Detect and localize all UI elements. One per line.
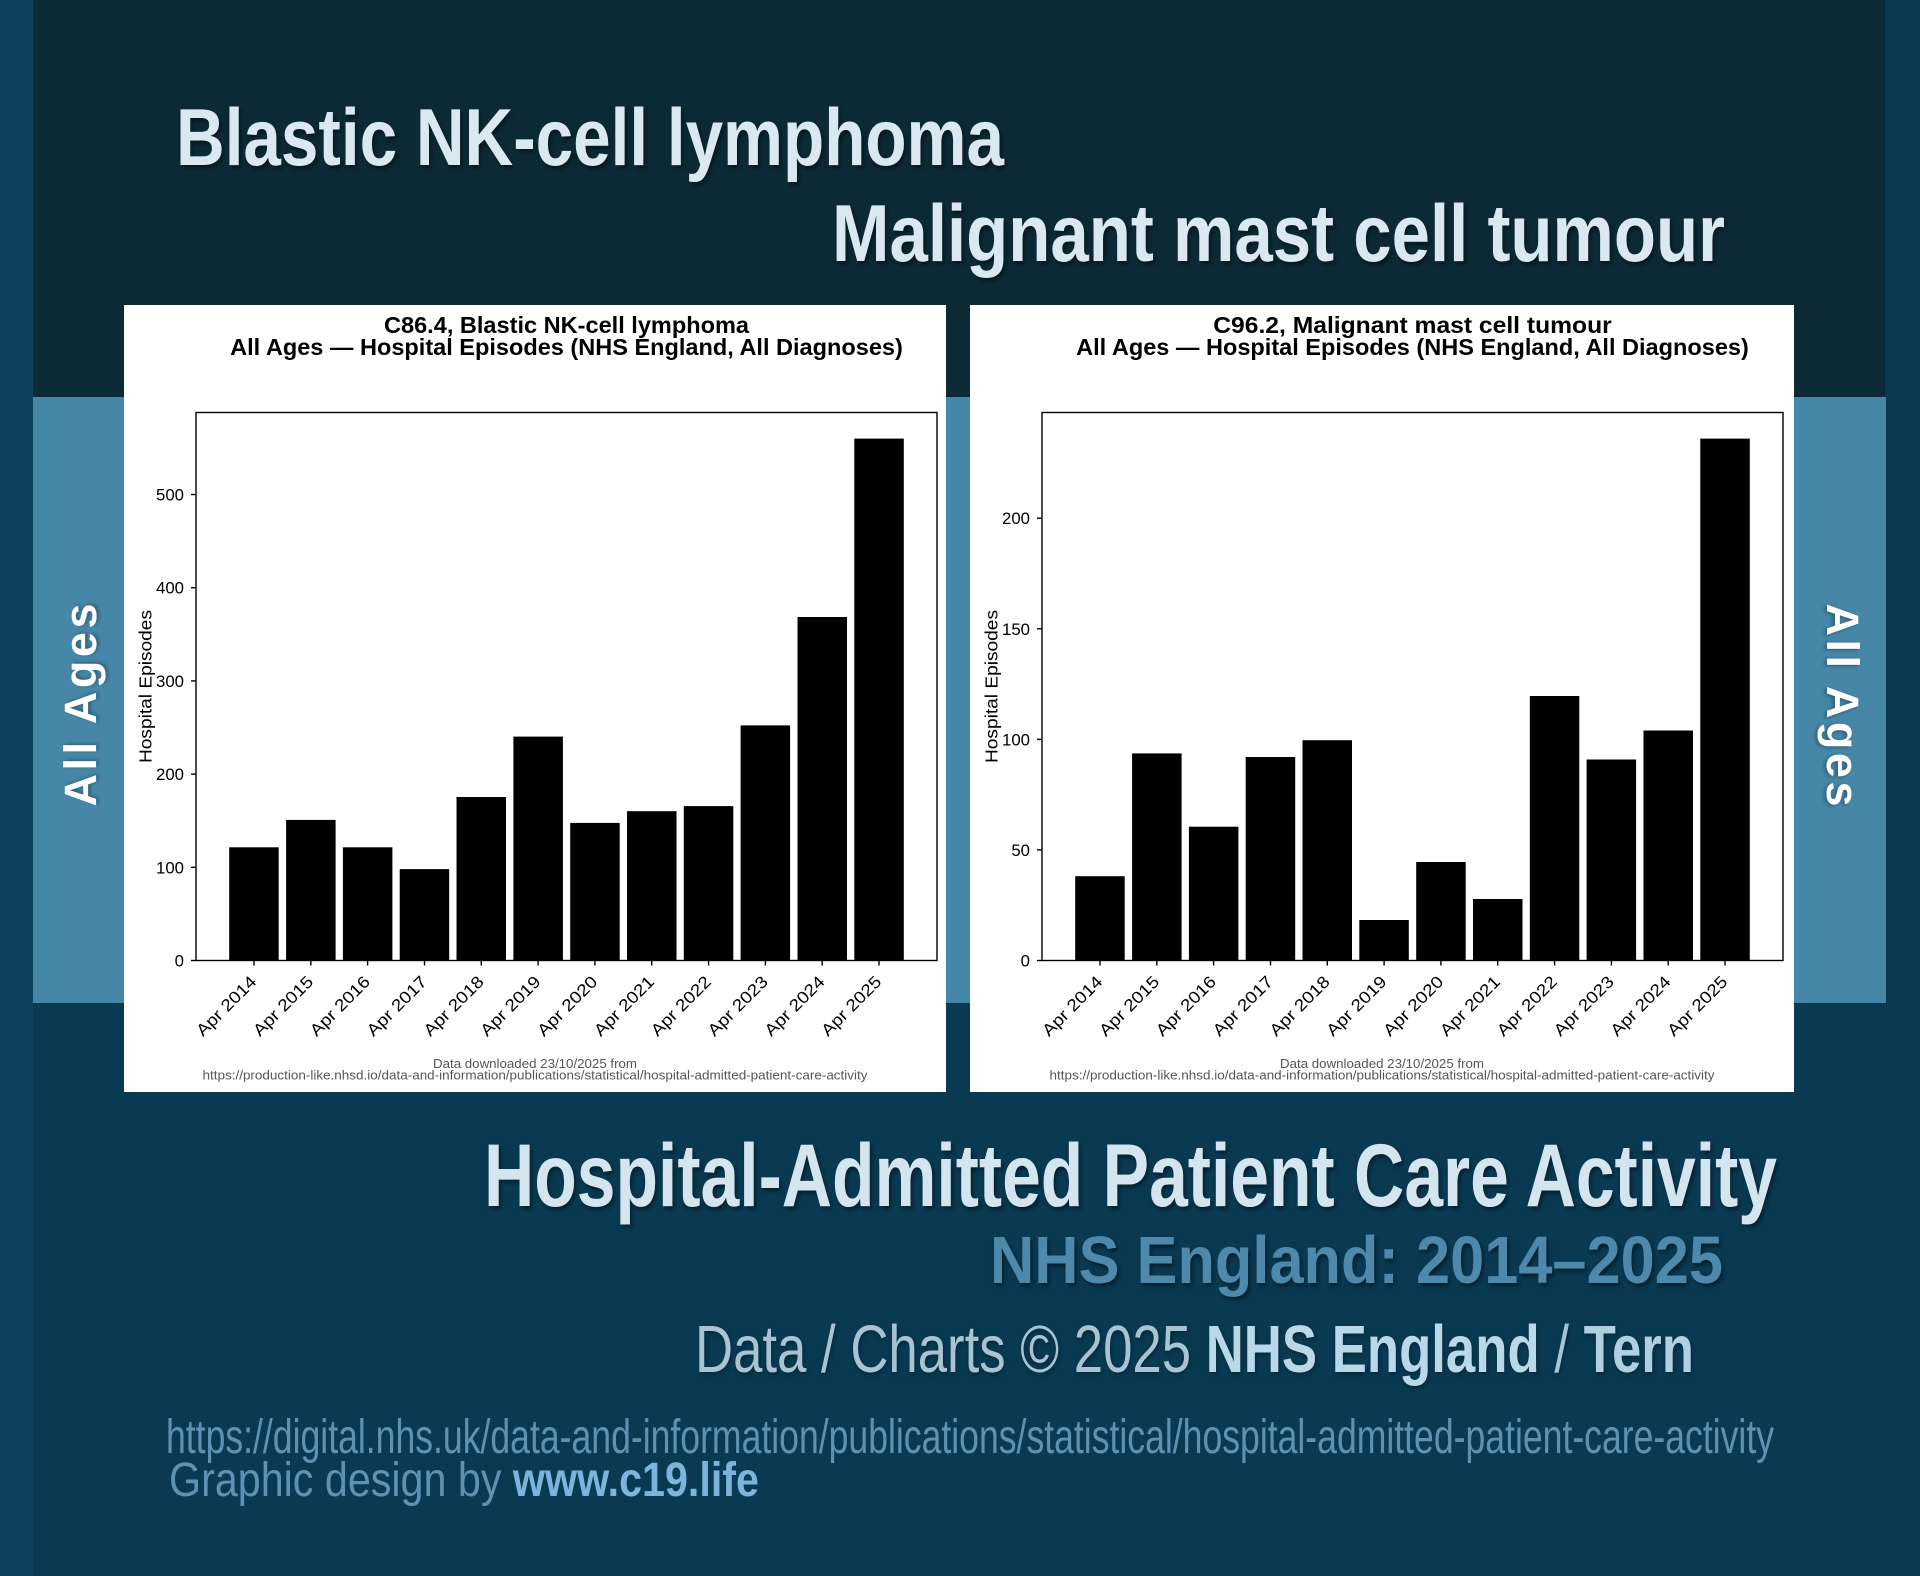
svg-text:0: 0 bbox=[1021, 952, 1030, 971]
svg-text:All Ages: All Ages bbox=[55, 604, 106, 807]
svg-text:100: 100 bbox=[1002, 730, 1030, 749]
svg-text:0: 0 bbox=[175, 952, 184, 971]
svg-text:Data / Charts © 2025 NHS Engla: Data / Charts © 2025 NHS England / Tern bbox=[695, 1312, 1694, 1387]
svg-text:100: 100 bbox=[156, 858, 184, 877]
svg-text:Hospital Episodes: Hospital Episodes bbox=[136, 610, 156, 763]
svg-text:Hospital-Admitted Patient Care: Hospital-Admitted Patient Care Activity bbox=[484, 1125, 1777, 1225]
svg-text:400: 400 bbox=[156, 579, 184, 598]
svg-text:Data downloaded 23/10/2025 fro: Data downloaded 23/10/2025 from bbox=[433, 1057, 637, 1071]
svg-text:All Ages: All Ages bbox=[1817, 604, 1868, 807]
svg-text:https://production-like.nhsd.i: https://production-like.nhsd.io/data-and… bbox=[203, 1069, 869, 1083]
svg-text:All Ages — Hospital Episodes (: All Ages — Hospital Episodes (NHS Englan… bbox=[230, 334, 903, 360]
svg-text:NHS England: 2014–2025: NHS England: 2014–2025 bbox=[990, 1223, 1723, 1298]
svg-text:https://production-like.nhsd.i: https://production-like.nhsd.io/data-and… bbox=[1050, 1069, 1716, 1083]
svg-text:Graphic design by www.c19.life: Graphic design by www.c19.life bbox=[169, 1454, 759, 1507]
svg-text:C96.2, Malignant mast cell tum: C96.2, Malignant mast cell tumour bbox=[1213, 312, 1612, 338]
svg-text:Data downloaded 23/10/2025 fro: Data downloaded 23/10/2025 from bbox=[1280, 1057, 1484, 1071]
svg-text:Hospital Episodes: Hospital Episodes bbox=[982, 610, 1002, 763]
svg-text:300: 300 bbox=[156, 672, 184, 691]
svg-text:150: 150 bbox=[1002, 620, 1030, 639]
svg-text:https://digital.nhs.uk/data-an: https://digital.nhs.uk/data-and-informat… bbox=[166, 1411, 1774, 1464]
svg-text:500: 500 bbox=[156, 486, 184, 505]
svg-text:Malignant mast cell tumour: Malignant mast cell tumour bbox=[832, 189, 1725, 279]
svg-text:Blastic NK-cell lymphoma: Blastic NK-cell lymphoma bbox=[176, 93, 1005, 183]
svg-text:50: 50 bbox=[1011, 841, 1030, 860]
svg-text:C86.4, Blastic NK-cell lymphom: C86.4, Blastic NK-cell lymphoma bbox=[384, 312, 750, 338]
svg-text:200: 200 bbox=[156, 765, 184, 784]
svg-text:200: 200 bbox=[1002, 509, 1030, 528]
svg-text:All Ages — Hospital Episodes (: All Ages — Hospital Episodes (NHS Englan… bbox=[1076, 334, 1749, 360]
